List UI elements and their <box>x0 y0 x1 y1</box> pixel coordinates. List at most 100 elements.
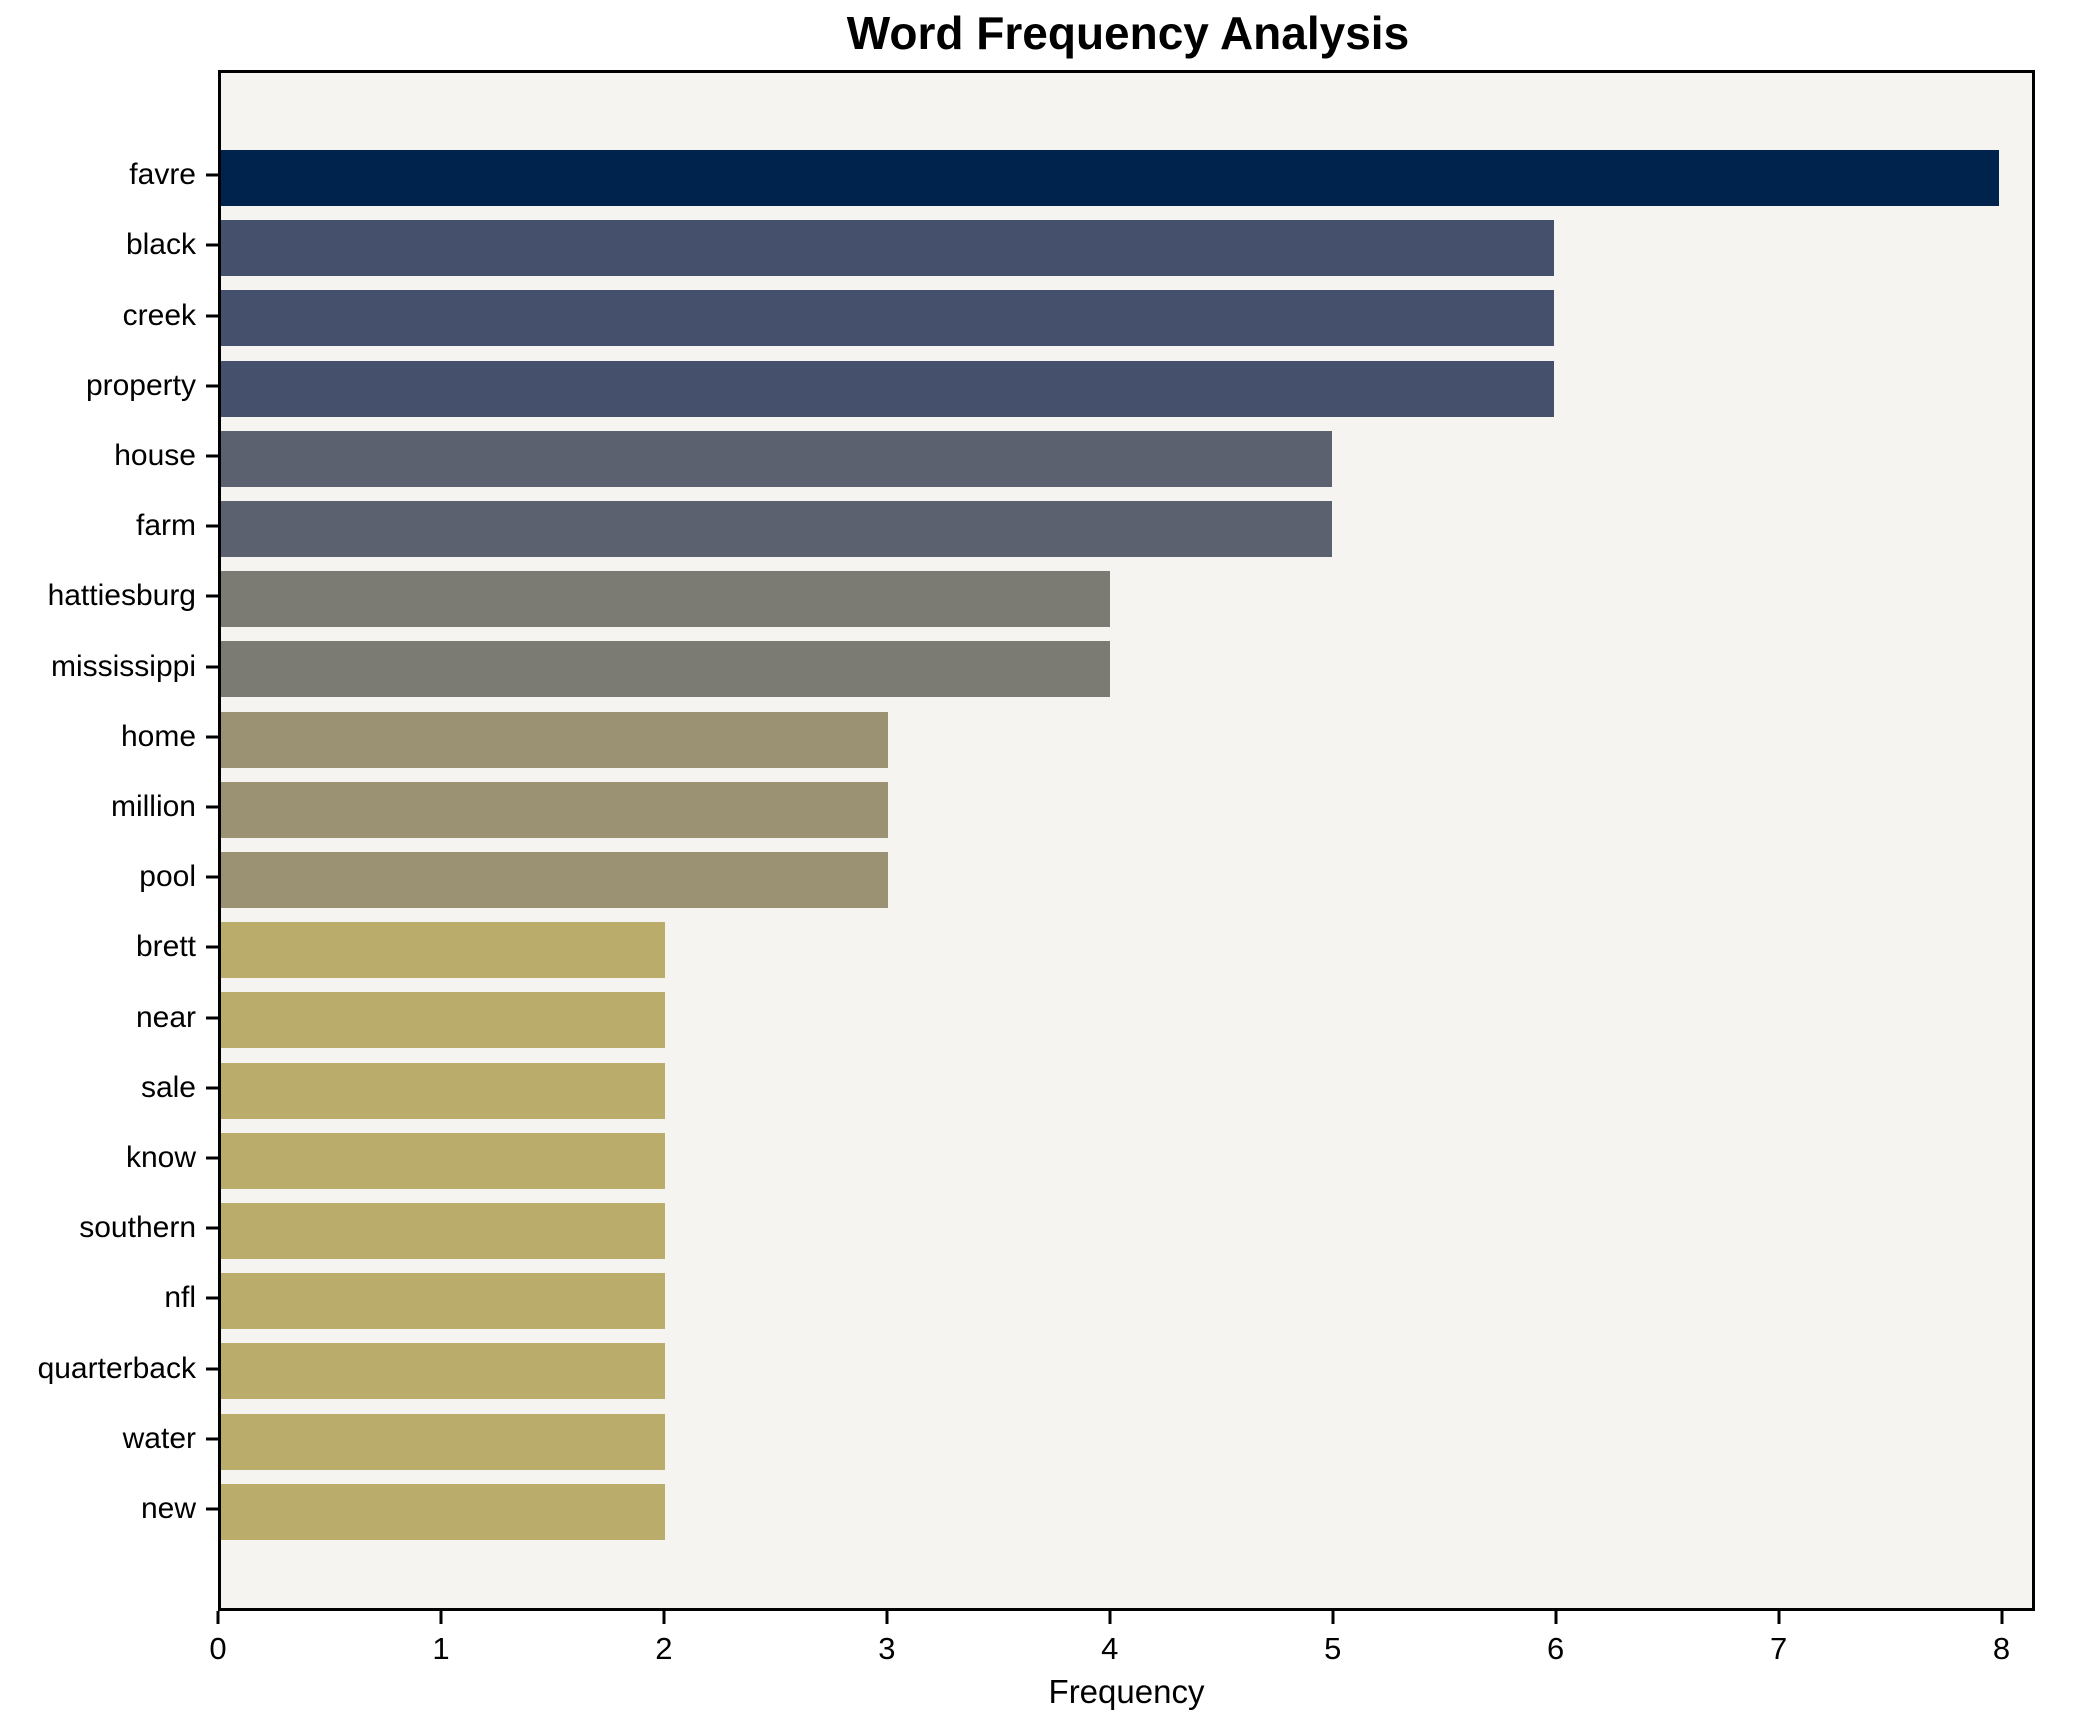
y-tick-label-mississippi: mississippi <box>50 649 196 683</box>
chart-title: Word Frequency Analysis <box>846 7 1410 59</box>
bar-row <box>221 564 2032 634</box>
y-tick-label-house: house <box>114 438 196 472</box>
y-tick-mark <box>206 665 218 668</box>
x-axis-title: Frequency <box>1048 1673 1205 1710</box>
bar-row <box>221 845 2032 915</box>
x-tick-label-8: 8 <box>1992 1631 2011 1666</box>
y-tick-mark <box>206 243 218 247</box>
x-tick-label-2: 2 <box>655 1631 673 1666</box>
y-tick-label-million: million <box>110 789 196 823</box>
x-tick-mark <box>1777 1611 1781 1624</box>
y-tick-label-favre: favre <box>129 158 196 192</box>
y-axis: favre black creek property house farm hattiesb… <box>0 70 218 1611</box>
y-tick-mark <box>206 875 218 879</box>
plot-area <box>218 70 2035 1611</box>
bar-water <box>221 1413 666 1470</box>
y-tick-label-creek: creek <box>122 298 196 332</box>
y-tick-mark <box>206 1226 218 1230</box>
bar-row <box>221 1126 2032 1196</box>
bar-farm <box>221 501 1333 558</box>
bar-new <box>221 1483 666 1540</box>
x-tick-label-0: 0 <box>209 1631 227 1666</box>
bar-row <box>221 283 2032 353</box>
x-tick-label-3: 3 <box>878 1631 896 1666</box>
y-tick-label-black: black <box>125 228 196 262</box>
bar-row <box>221 1407 2032 1477</box>
bar-row <box>221 354 2032 424</box>
y-tick-mark <box>206 1016 218 1019</box>
bar-row <box>221 775 2032 845</box>
x-tick-label-5: 5 <box>1324 1631 1342 1666</box>
x-tick-label-1: 1 <box>432 1631 450 1666</box>
bar-house <box>221 430 1333 487</box>
x-tick-mark <box>1108 1611 1112 1624</box>
y-tick-label-sale: sale <box>140 1070 196 1104</box>
y-tick-label-know: know <box>125 1140 196 1174</box>
y-tick-label-quarterback: quarterback <box>37 1351 196 1385</box>
bar-row <box>221 143 2032 213</box>
bar-row <box>221 1196 2032 1266</box>
y-tick-label-farm: farm <box>136 509 196 543</box>
y-tick-label-nfl: nfl <box>164 1281 196 1315</box>
y-tick-mark <box>206 454 218 458</box>
bar-row <box>221 213 2032 283</box>
y-tick-mark <box>206 524 218 528</box>
bar-row <box>221 1336 2032 1406</box>
y-tick-label-new: new <box>140 1491 196 1525</box>
y-tick-mark <box>206 384 218 388</box>
bar-row <box>221 705 2032 775</box>
bar-mississippi <box>221 641 1110 698</box>
y-tick-mark <box>206 1367 218 1370</box>
bar-brett <box>221 922 666 979</box>
x-tick-label-7: 7 <box>1769 1631 1788 1666</box>
bar-nfl <box>221 1273 666 1330</box>
bar-home <box>221 711 888 768</box>
bar-row <box>221 1266 2032 1336</box>
y-tick-label-southern: southern <box>79 1211 196 1245</box>
bar-hattiesburg <box>221 571 1110 628</box>
y-tick-mark <box>206 594 218 598</box>
bar-pool <box>221 852 888 909</box>
bar-know <box>221 1132 666 1189</box>
y-tick-mark <box>206 1437 218 1441</box>
y-tick-mark <box>206 945 218 949</box>
bar-row <box>221 424 2032 494</box>
y-tick-mark <box>206 1296 218 1300</box>
bar-creek <box>221 290 1555 347</box>
bar-row <box>221 915 2032 985</box>
x-tick-mark <box>1331 1611 1335 1624</box>
y-tick-mark <box>206 1507 218 1511</box>
x-tick-mark <box>216 1611 220 1624</box>
bars-layer <box>221 143 2032 1547</box>
bar-row <box>221 1477 2032 1547</box>
y-tick-label-water: water <box>122 1421 196 1455</box>
x-tick-mark <box>885 1611 889 1624</box>
bar-row <box>221 494 2032 564</box>
y-tick-label-hattiesburg: hattiesburg <box>47 579 196 613</box>
bar-million <box>221 781 888 838</box>
x-axis: 0 1 2 3 4 5 6 7 8 <box>209 1611 2035 1691</box>
bar-row <box>221 634 2032 704</box>
y-tick-mark <box>206 805 218 809</box>
x-tick-mark <box>662 1611 666 1624</box>
bar-favre <box>221 150 1999 207</box>
bar-property <box>221 360 1555 417</box>
y-tick-label-pool: pool <box>139 860 196 894</box>
y-tick-mark <box>206 1156 218 1160</box>
y-tick-mark <box>206 1086 218 1090</box>
bar-row <box>221 1056 2032 1126</box>
x-tick-mark <box>1554 1611 1558 1624</box>
bar-quarterback <box>221 1343 666 1400</box>
bar-sale <box>221 1062 666 1119</box>
x-tick-label-4: 4 <box>1101 1631 1119 1666</box>
y-tick-label-home: home <box>120 719 196 753</box>
y-tick-label-property: property <box>85 368 196 402</box>
bar-row <box>221 985 2032 1055</box>
y-tick-label-brett: brett <box>135 930 196 964</box>
x-tick-label-6: 6 <box>1547 1631 1565 1666</box>
bar-southern <box>221 1203 666 1260</box>
bar-black <box>221 220 1555 277</box>
bar-near <box>221 992 666 1049</box>
x-tick-mark <box>439 1611 443 1624</box>
